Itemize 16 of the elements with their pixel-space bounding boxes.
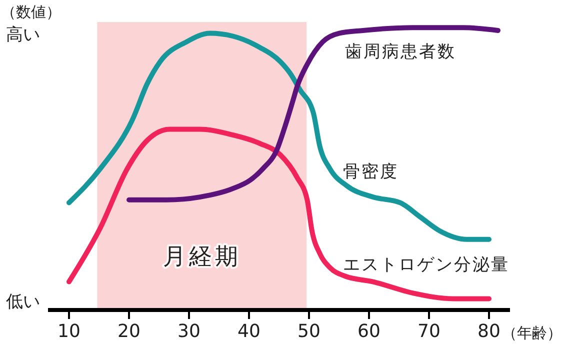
x-axis-title: （年齢） xyxy=(502,324,562,342)
x-tick-label: 40 xyxy=(238,320,260,342)
band-label: 月経期 xyxy=(162,244,241,270)
y-axis-title: （数値） xyxy=(1,3,61,21)
x-tick-label: 20 xyxy=(118,320,140,342)
x-tick-label: 60 xyxy=(358,320,380,342)
series-label: エストロゲン分泌量 xyxy=(343,255,510,275)
x-tick-label: 50 xyxy=(298,320,320,342)
text: 低い xyxy=(6,292,40,312)
x-tick-label: 10 xyxy=(58,320,80,342)
x-tick-label: 70 xyxy=(418,320,440,342)
x-tick-label: 30 xyxy=(178,320,200,342)
text: 高い xyxy=(6,25,40,45)
series-label: 骨密度 xyxy=(343,162,398,182)
x-tick-label: 80 xyxy=(478,320,500,342)
series-label: 歯周病患者数 xyxy=(345,42,456,62)
